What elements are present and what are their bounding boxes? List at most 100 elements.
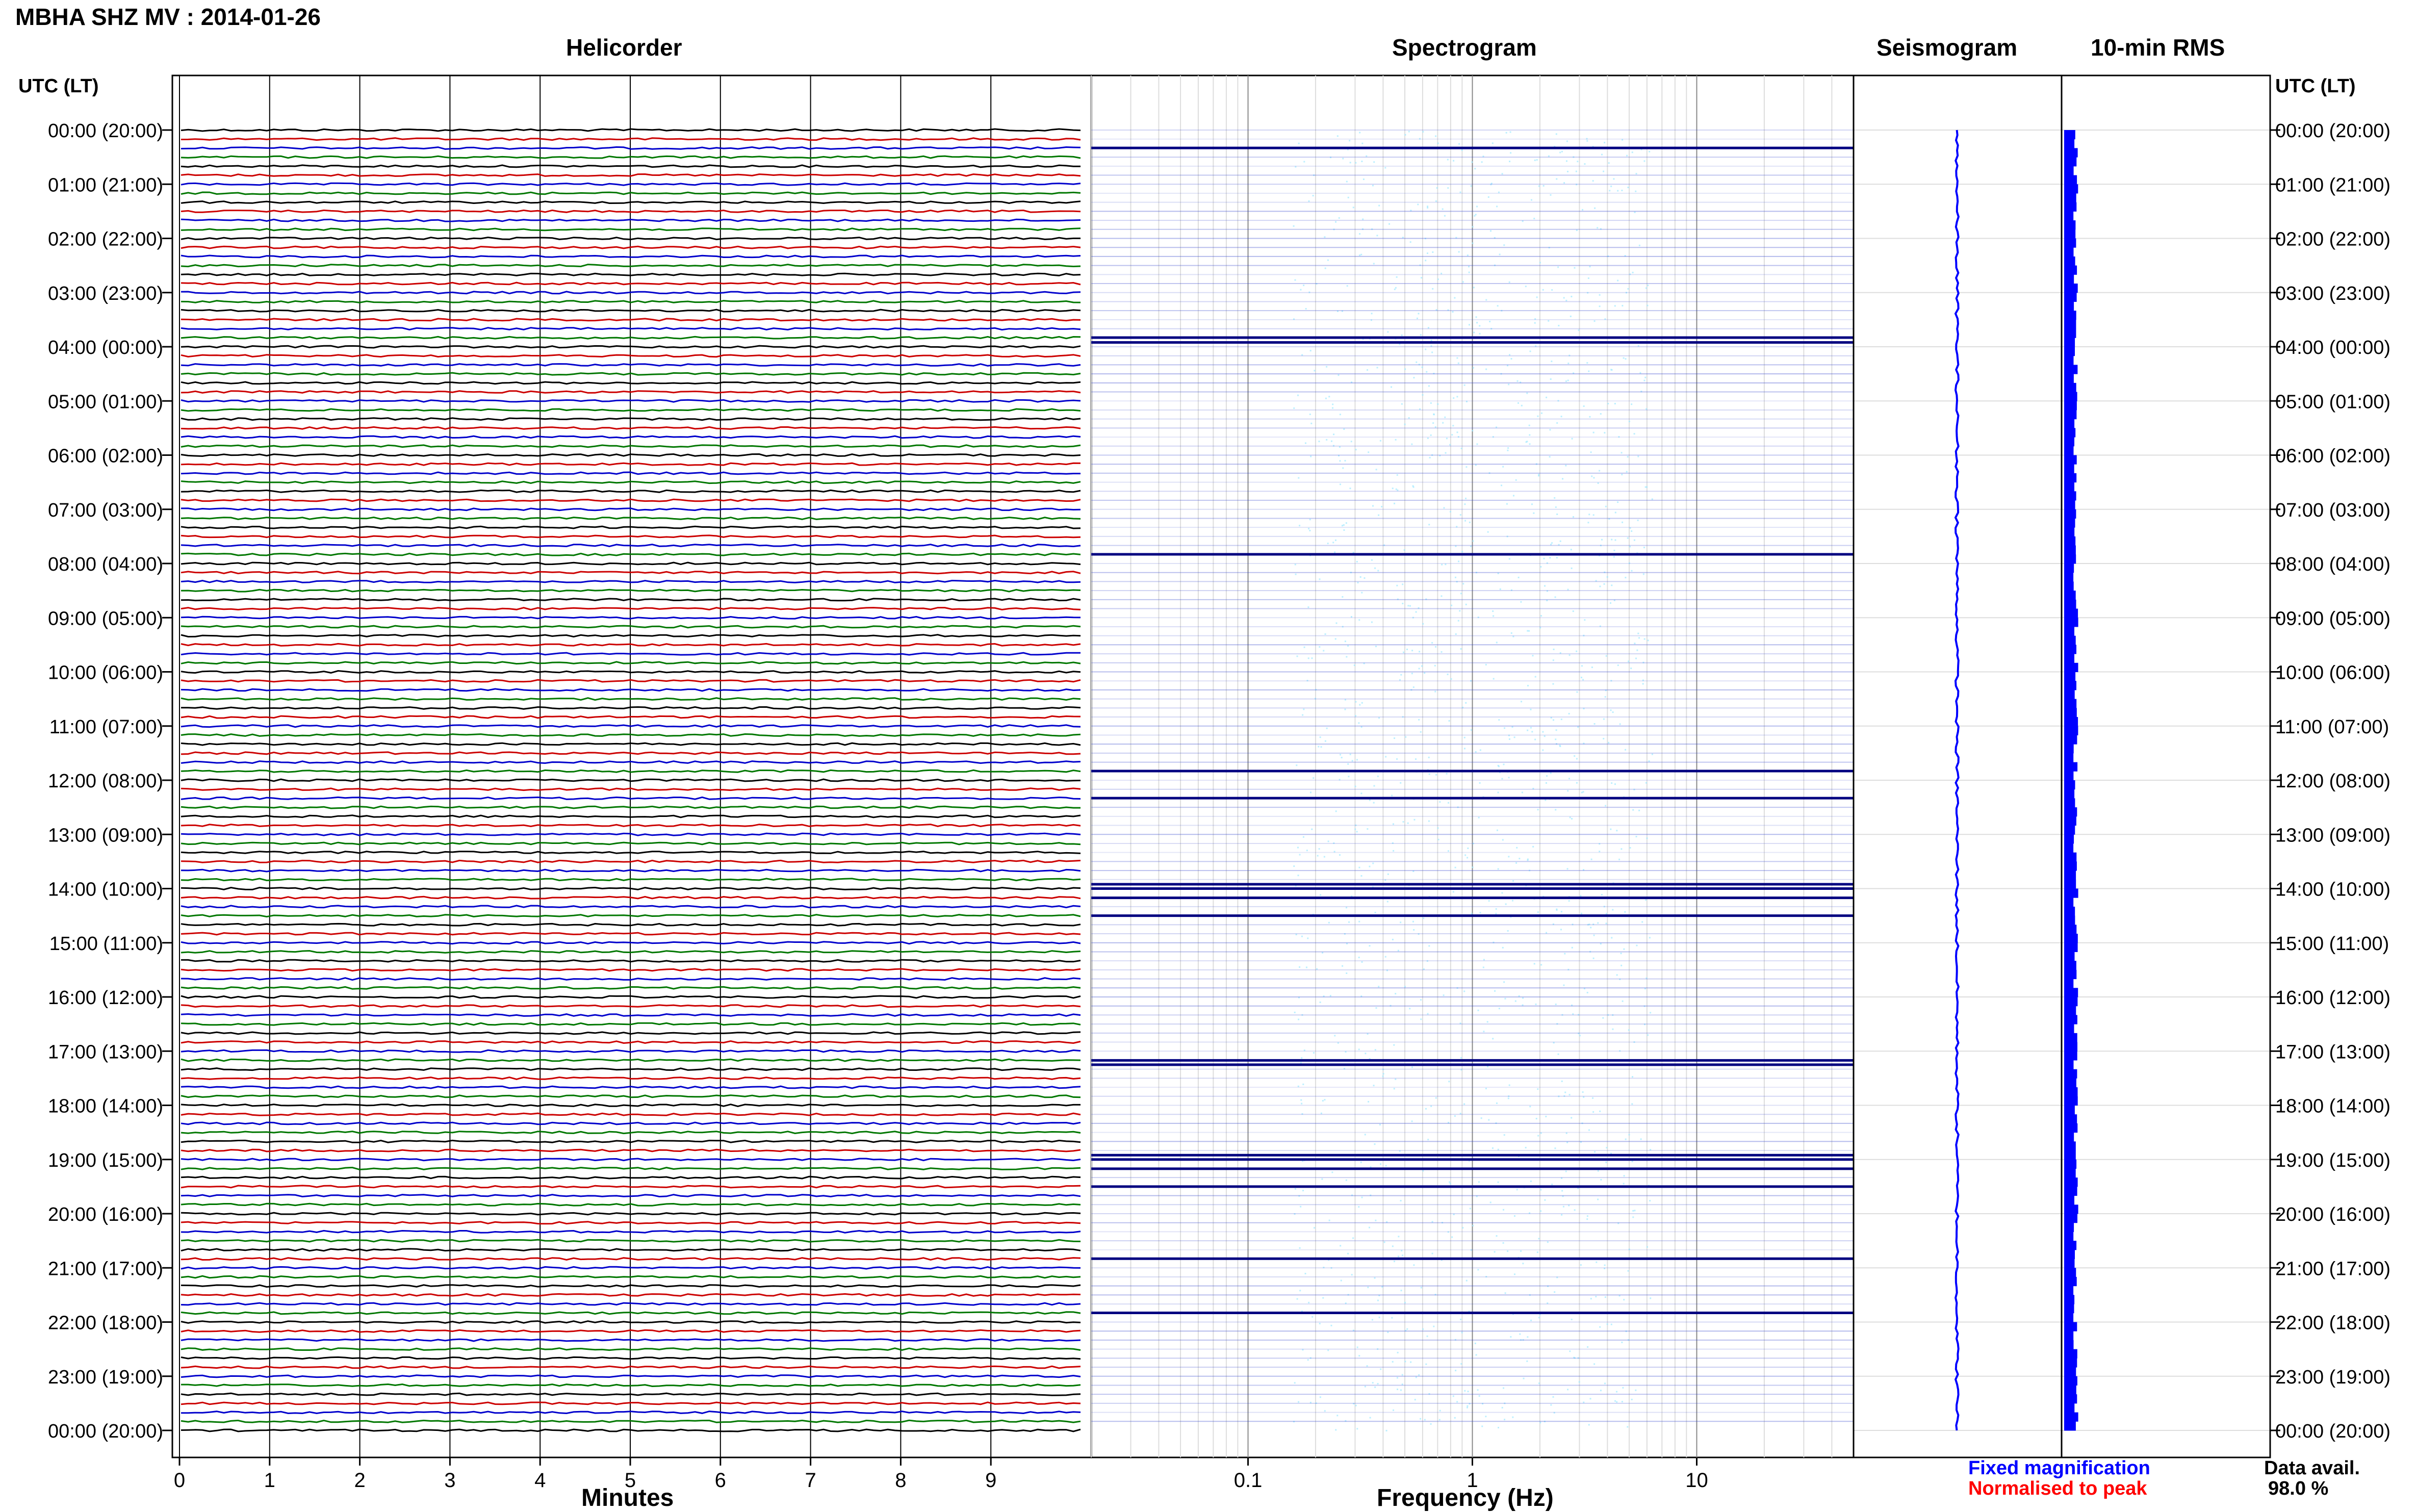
- spectrogram-power-cell: [1327, 1349, 1329, 1351]
- spectrogram-power-cell: [1472, 430, 1474, 432]
- spectrogram-power-cell: [1625, 358, 1627, 360]
- spectrogram-power-cell: [1337, 1042, 1339, 1044]
- spectrogram-power-cell: [1469, 521, 1471, 523]
- helicorder-trace: [181, 751, 1081, 755]
- rms-bar: [2064, 1331, 2074, 1341]
- spectrogram-power-cell: [1546, 396, 1548, 398]
- spectrogram-power-cell: [1323, 650, 1325, 652]
- rms-bar: [2064, 464, 2074, 474]
- rms-bar: [2064, 1168, 2076, 1178]
- spectrogram-power-cell: [1302, 1083, 1304, 1085]
- spectrogram-power-cell: [1320, 746, 1322, 748]
- hour-label-left: 15:00 (11:00): [49, 933, 163, 955]
- helicorder-trace: [181, 1356, 1081, 1360]
- spectrogram-power-cell: [1554, 1291, 1556, 1293]
- spectrogram-power-cell: [1396, 1377, 1398, 1379]
- spectrogram-power-cell: [1600, 943, 1602, 945]
- spectrogram-power-cell: [1301, 1310, 1303, 1312]
- spectrogram-power-cell: [1427, 327, 1429, 329]
- spectrogram-power-cell: [1507, 447, 1509, 449]
- spectrogram-power-cell: [1627, 456, 1629, 458]
- spectrogram-power-cell: [1525, 885, 1527, 887]
- spectrogram-power-cell: [1637, 519, 1639, 521]
- spectrogram-power-cell: [1638, 244, 1640, 246]
- spectrogram-power-cell: [1395, 439, 1397, 441]
- spectrogram-power-cell: [1593, 320, 1596, 322]
- legend-normalised: Normalised to peak: [1968, 1478, 2147, 1499]
- spectrogram-power-cell: [1330, 440, 1332, 442]
- spectrogram-power-cell: [1502, 839, 1504, 841]
- spectrogram-power-cell: [1468, 324, 1470, 326]
- spectrogram-power-cell: [1459, 191, 1461, 193]
- helicorder-trace: [181, 941, 1081, 945]
- spectrogram-power-cell: [1540, 615, 1542, 617]
- spectrogram-power-cell: [1346, 285, 1348, 287]
- helicorder-trace: [181, 1320, 1081, 1324]
- spectrogram-power-cell: [1494, 990, 1496, 992]
- spectrogram-power-cell: [1539, 627, 1541, 629]
- spectrogram-power-cell: [1605, 922, 1607, 925]
- spectrogram-power-cell: [1571, 1004, 1573, 1006]
- rms-bar: [2064, 1078, 2076, 1088]
- helicorder-trace: [181, 245, 1081, 249]
- spectrogram-power-cell: [1640, 391, 1642, 393]
- rms-bar: [2064, 274, 2074, 284]
- spectrogram-power-cell: [1340, 754, 1342, 756]
- rms-bar: [2064, 301, 2074, 311]
- spectrogram-power-cell: [1555, 1004, 1557, 1006]
- helicorder-trace: [181, 805, 1081, 809]
- spectrogram-power-cell: [1379, 1123, 1381, 1125]
- hour-label-left: 02:00 (22:00): [48, 229, 163, 250]
- spectrogram-power-cell: [1497, 572, 1499, 574]
- spectrogram-power-cell: [1552, 1396, 1554, 1398]
- spectrogram-power-cell: [1408, 131, 1410, 133]
- helicorder-x-tick-label: 7: [805, 1469, 816, 1492]
- rms-bar: [2064, 662, 2078, 672]
- spectrogram-power-cell: [1498, 191, 1500, 193]
- spectrogram-power-cell: [1428, 524, 1430, 526]
- spectrogram-power-cell: [1603, 170, 1605, 172]
- spectrogram-power-cell: [1316, 283, 1318, 285]
- spectrogram-power-cell: [1498, 1427, 1500, 1429]
- spectrogram-power-cell: [1544, 1421, 1546, 1423]
- spectrogram-power-cell: [1382, 1075, 1384, 1078]
- spectrogram-power-cell: [1315, 688, 1317, 690]
- spectrogram-power-cell: [1622, 304, 1624, 306]
- spectrogram-power-cell: [1614, 511, 1616, 514]
- spectrogram-power-cell: [1457, 620, 1459, 622]
- helicorder-trace: [181, 1419, 1081, 1423]
- spectrogram-power-cell: [1400, 674, 1402, 676]
- spectrogram-power-cell: [1387, 873, 1389, 875]
- spectrogram-power-cell: [1645, 977, 1648, 979]
- rms-bar: [2064, 392, 2077, 401]
- helicorder-trace: [181, 544, 1081, 548]
- rms-bar: [2064, 1159, 2077, 1169]
- spectrogram-power-cell: [1358, 1048, 1360, 1050]
- spectrogram-power-cell: [1635, 173, 1637, 175]
- helicorder-trace: [181, 1158, 1081, 1162]
- spectrogram-power-cell: [1580, 912, 1582, 914]
- spectrogram-power-cell: [1565, 160, 1567, 162]
- helicorder-trace: [181, 534, 1081, 539]
- spectrogram-power-cell: [1375, 1007, 1377, 1009]
- spectrogram-power-cell: [1646, 837, 1648, 839]
- spectrogram-power-cell: [1488, 1119, 1490, 1121]
- spectrogram-power-cell: [1589, 951, 1591, 953]
- spectrogram-power-cell: [1294, 563, 1296, 566]
- spectrogram-power-cell: [1307, 1359, 1309, 1361]
- helicorder-trace: [181, 1104, 1081, 1108]
- spectrogram-power-cell: [1562, 1206, 1564, 1208]
- spectrogram-power-cell: [1558, 1095, 1560, 1097]
- spectrogram-power-cell: [1478, 1181, 1480, 1183]
- spectrogram-power-cell: [1299, 1290, 1301, 1292]
- rms-panel: [2061, 74, 2271, 1458]
- spectrogram-power-cell: [1477, 617, 1479, 619]
- spectrogram-power-cell: [1626, 471, 1628, 473]
- spectrogram-power-cell: [1623, 1175, 1625, 1177]
- spectrogram-power-cell: [1452, 311, 1454, 313]
- spectrogram-power-cell: [1583, 634, 1585, 636]
- spectrogram-power-cell: [1587, 924, 1589, 926]
- spectrogram-power-cell: [1588, 1129, 1590, 1131]
- spectrogram-power-cell: [1574, 755, 1576, 757]
- spectrogram-power-cell: [1618, 1295, 1621, 1297]
